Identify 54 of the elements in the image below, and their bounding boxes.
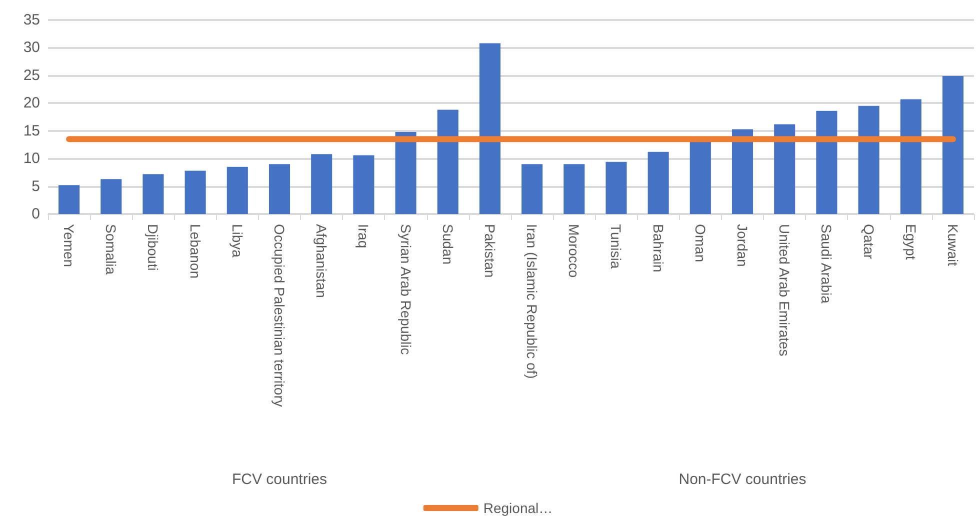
x-tick-label: Iran (Islamic Republic of) <box>524 224 540 379</box>
bar <box>437 110 458 214</box>
x-tick-label: United Arab Emirates <box>776 224 793 356</box>
bar <box>58 185 80 214</box>
x-tick-label: Libya <box>229 224 246 258</box>
x-tick-label: Oman <box>692 224 708 262</box>
x-tick-label: Sudan <box>440 224 456 264</box>
bar <box>184 170 206 214</box>
x-tick-label: Jordan <box>734 224 750 267</box>
text: FCV countries <box>232 471 328 488</box>
bar <box>479 43 500 214</box>
x-tick-label: Morocco <box>566 224 582 278</box>
x-tick-label: Tunisia <box>608 224 624 269</box>
bar <box>311 154 332 214</box>
bar <box>732 129 754 214</box>
bar <box>942 76 964 214</box>
bar <box>816 110 838 214</box>
y-tick-label: 15 <box>23 122 40 140</box>
x-tick-label: Pakistan <box>482 224 498 278</box>
x-tick-label: Yemen <box>61 224 78 268</box>
x-tick-label: Afghanistan <box>314 224 330 298</box>
x-tick-label: Lebanon <box>187 224 204 279</box>
text: Non-FCV countries <box>678 471 806 488</box>
bar <box>564 164 585 214</box>
bar <box>226 166 248 214</box>
bar <box>353 155 374 214</box>
bar <box>142 174 164 214</box>
bar <box>395 132 416 214</box>
x-tick-label: Qatar <box>860 224 877 260</box>
x-tick-label: Egypt <box>902 224 919 260</box>
bar <box>774 124 796 214</box>
y-tick-label: 10 <box>23 150 40 168</box>
bar <box>900 99 922 214</box>
y-tick-label: 25 <box>23 66 40 84</box>
x-tick-label: Somalia <box>103 224 120 275</box>
legend-label: Regional… <box>483 500 553 516</box>
x-tick-label: Saudi Arabia <box>818 224 835 304</box>
y-tick-label: 35 <box>23 12 40 28</box>
y-tick-label: 30 <box>23 39 40 56</box>
bar <box>858 106 880 214</box>
bar <box>268 164 290 214</box>
x-tick-label: Iraq <box>356 224 372 248</box>
y-tick-label: 0 <box>32 206 40 222</box>
x-tick-label: Kuwait <box>944 224 961 266</box>
bar <box>648 152 669 214</box>
x-tick-label: Djibouti <box>145 224 162 271</box>
bar <box>100 179 122 214</box>
y-tick-label: 5 <box>32 178 40 195</box>
x-tick-label: Occupied Palestinian territory <box>272 224 288 407</box>
y-tick-label: 20 <box>23 94 40 112</box>
x-tick-label: Syrian Arab Republic <box>398 224 414 355</box>
bar <box>522 164 543 214</box>
x-tick-label: Bahrain <box>650 224 666 272</box>
bar <box>606 162 627 214</box>
